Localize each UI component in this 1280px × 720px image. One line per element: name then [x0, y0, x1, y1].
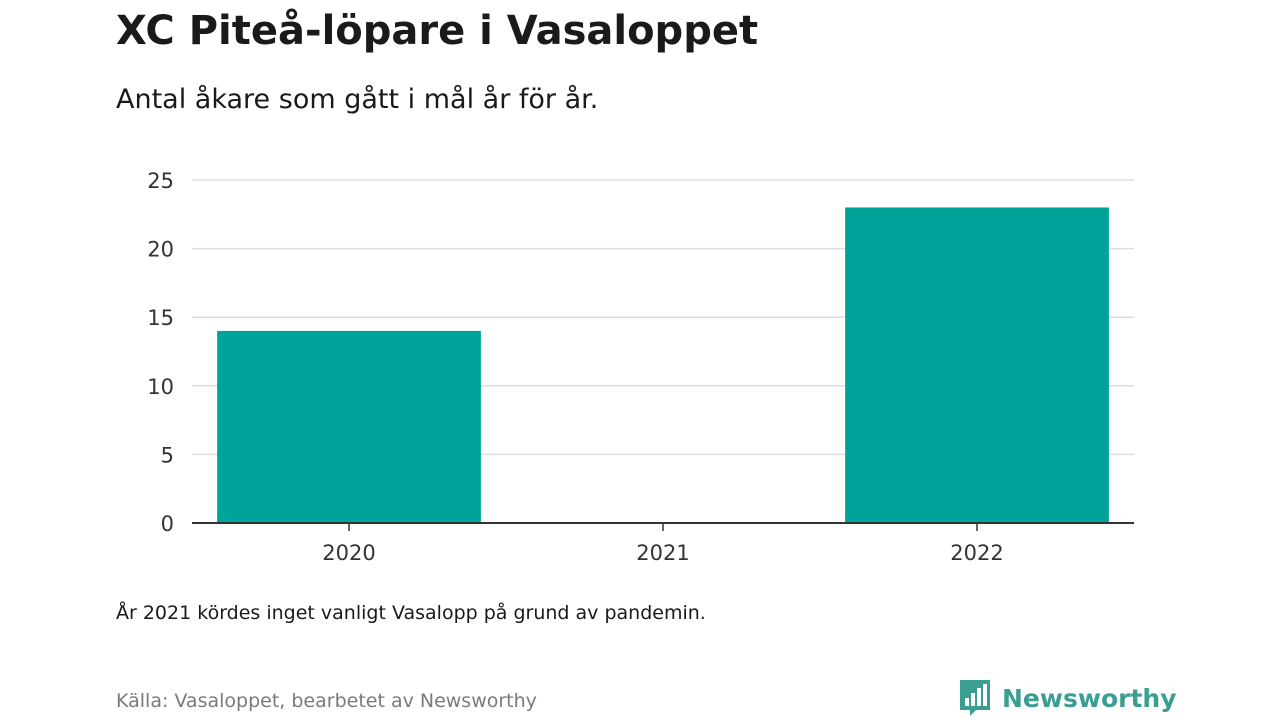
- chart-subtitle: Antal åkare som gått i mål år för år.: [116, 84, 599, 115]
- brand-logo: Newsworthy: [958, 678, 1177, 718]
- y-tick-label: 20: [147, 238, 174, 262]
- bar-chart: 0 5 10 15 20 25 2020 2021 2022: [147, 169, 1134, 565]
- chart-note: År 2021 kördes inget vanligt Vasalopp på…: [116, 602, 706, 624]
- y-tick-label: 0: [161, 512, 174, 536]
- y-tick-label: 15: [147, 306, 174, 330]
- newsworthy-logo-icon: [960, 680, 990, 716]
- chart-title: XC Piteå-löpare i Vasaloppet: [116, 8, 759, 54]
- brand-name: Newsworthy: [1002, 683, 1177, 713]
- source-text: Källa: Vasaloppet, bearbetet av Newswort…: [116, 690, 537, 712]
- y-tick-label: 25: [147, 169, 174, 193]
- bar: [217, 330, 481, 523]
- x-tick-label: 2021: [636, 541, 689, 565]
- y-tick-label: 10: [147, 375, 174, 399]
- y-tick-label: 5: [161, 443, 174, 467]
- x-tick-label: 2020: [322, 541, 375, 565]
- x-tick-label: 2022: [950, 541, 1003, 565]
- bar: [845, 207, 1109, 523]
